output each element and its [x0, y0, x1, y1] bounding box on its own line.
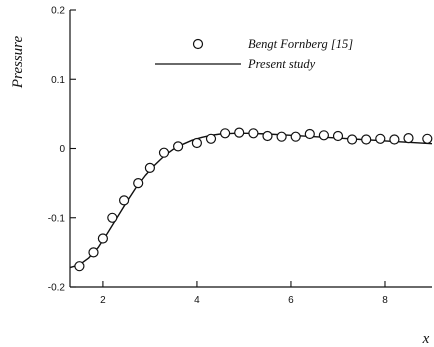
data-point-marker — [74, 261, 85, 272]
legend-marker-bengt-fornberg — [192, 38, 204, 50]
data-point-marker — [248, 128, 259, 139]
data-point-marker — [332, 130, 344, 142]
data-point-marker — [88, 247, 99, 258]
y-axis-title: Pressure — [10, 36, 26, 90]
x-tick-label: 6 — [288, 295, 294, 306]
data-point-marker — [347, 134, 358, 145]
data-point-marker — [361, 134, 372, 145]
data-point-marker — [144, 162, 155, 173]
x-ticks: 2 4 6 8 — [100, 281, 388, 306]
x-tick-label: 4 — [194, 295, 200, 306]
x-tick-label: 2 — [100, 295, 106, 306]
data-point-marker — [403, 133, 414, 144]
data-point-marker — [133, 178, 144, 189]
data-point-marker — [389, 134, 400, 145]
data-point-marker — [205, 133, 217, 144]
y-ticks: -0.2 -0.1 0 0.1 0.2 — [48, 6, 76, 294]
x-tick-label: 8 — [382, 295, 388, 306]
data-point-marker — [375, 133, 386, 144]
data-point-marker — [97, 233, 109, 244]
data-point-marker — [318, 130, 329, 141]
y-tick-label: 0 — [59, 144, 65, 155]
data-point-marker — [158, 147, 170, 158]
data-point-marker — [173, 141, 184, 152]
data-point-marker — [422, 133, 433, 144]
y-tick-label: 0.2 — [51, 6, 65, 17]
present-study-series — [69, 132, 433, 269]
data-point-marker — [276, 131, 287, 142]
data-point-marker — [220, 128, 231, 139]
legend-label-bengt-fornberg: Bengt Fornberg [15] — [248, 37, 353, 51]
data-point-marker — [107, 212, 118, 223]
legend: Bengt Fornberg [15] Present study — [155, 37, 353, 71]
y-tick-label: -0.1 — [48, 213, 66, 224]
legend-label-present-study: Present study — [247, 57, 316, 71]
y-tick-label: 0.1 — [51, 75, 65, 86]
bengt-fornberg-series — [74, 127, 433, 272]
data-point-marker — [234, 127, 245, 138]
plot-area: 2 4 6 8 -0.2 -0.1 0 0.1 0.2 — [48, 6, 433, 306]
data-point-marker — [118, 195, 130, 206]
x-axis-title: x — [422, 331, 430, 347]
present-study-line — [69, 132, 433, 269]
data-point-marker — [262, 130, 273, 142]
data-point-marker — [304, 128, 315, 140]
data-point-marker — [290, 131, 301, 142]
data-point-marker — [191, 137, 202, 149]
y-tick-label: -0.2 — [48, 283, 66, 294]
